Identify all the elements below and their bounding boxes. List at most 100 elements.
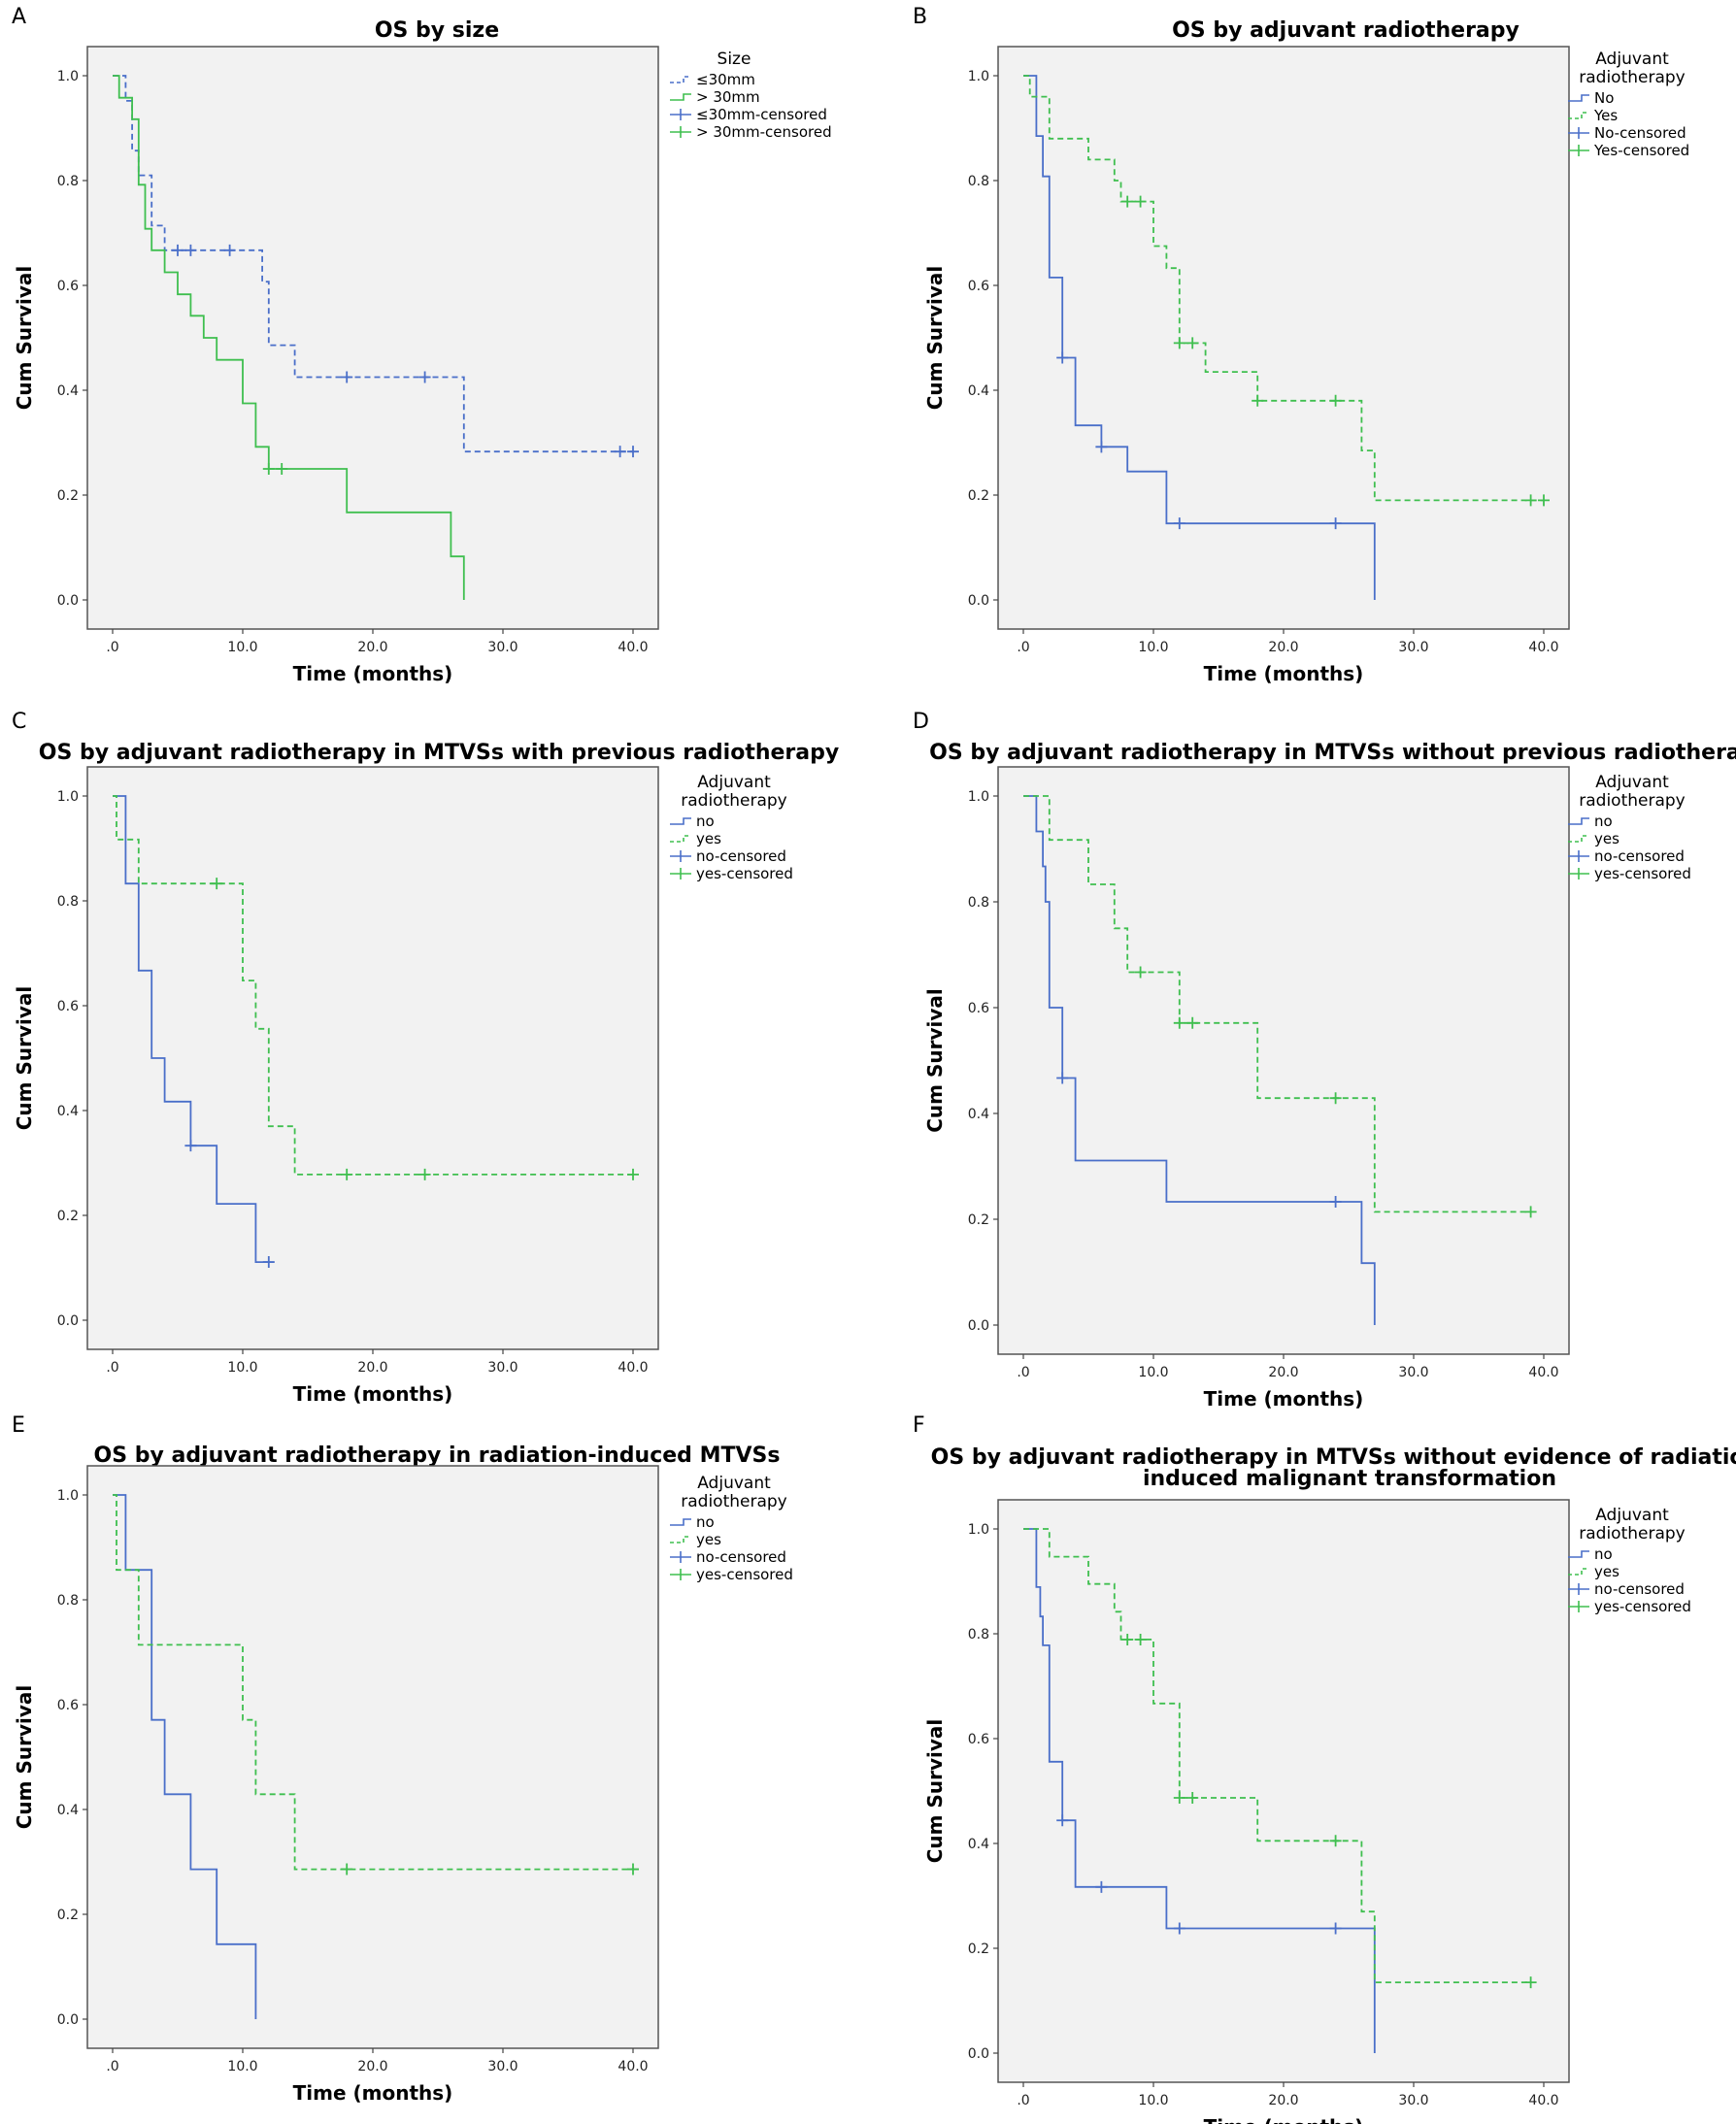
panel-c-legend-title: Adjuvant	[697, 773, 771, 792]
panel-f-title: induced malignant transformation	[1143, 1467, 1556, 1491]
panel-b-legend-swatch	[1568, 112, 1589, 119]
panel-b-censor-mark	[1329, 517, 1342, 530]
panel-a-censor-mark	[627, 446, 639, 458]
panel-f-title: OS by adjuvant radiotherapy in MTVSs wit…	[931, 1445, 1736, 1470]
panel-b-censor-mark	[1121, 195, 1134, 208]
panel-c-ytick-label: 0.0	[57, 1313, 79, 1329]
panel-b-censor-mark	[1524, 494, 1537, 507]
panel-f-legend-label: yes-censored	[1594, 1598, 1691, 1615]
panel-a-series-30mm-line	[113, 75, 465, 600]
panel-f-legend-label: no	[1594, 1545, 1613, 1563]
panel-b-censor-mark	[1186, 337, 1199, 349]
panel-d-ytick-label: 0.2	[968, 1212, 989, 1228]
panel-a-censor-mark	[614, 446, 626, 458]
panel-e-legend-title: radiotherapy	[681, 1492, 786, 1511]
panel-c-xtick-label: 10.0	[227, 1360, 257, 1376]
panel-e-plot-area	[86, 1465, 659, 2049]
panel-e-legend-swatch	[670, 1518, 691, 1526]
panel-f-xtick-label: 20.0	[1268, 2093, 1298, 2108]
panel-a-legend-title: Size	[718, 50, 751, 69]
panel-d-censor-mark	[1186, 1016, 1199, 1029]
panel-b-xtick-label: 40.0	[1528, 640, 1558, 655]
panel-b-ylabel: Cum Survival	[923, 266, 947, 411]
panel-c-ytick-label: 0.6	[57, 999, 79, 1014]
panel-f-censor-mark	[1095, 1880, 1108, 1893]
panel-d-ytick-label: 1.0	[968, 789, 989, 805]
panel-d-ytick-label: 0.4	[968, 1107, 989, 1122]
panel-a-xtick-label: 40.0	[618, 640, 648, 655]
panel-b-censor-mark	[1173, 517, 1185, 530]
panel-b-title: OS by adjuvant radiotherapy	[1172, 18, 1519, 43]
panel-c-legend-swatch	[670, 835, 691, 843]
panel-f-legend-censor-swatch	[1568, 1583, 1589, 1595]
panel-b-legend-label: Yes-censored	[1593, 142, 1689, 159]
panel-e-legend-censor-swatch	[670, 1569, 691, 1580]
panel-d-legend-label: yes	[1594, 830, 1619, 847]
panel-e-censor-mark	[627, 1863, 639, 1875]
panel-d-plot-area	[997, 766, 1570, 1355]
panel-a-legend-swatch	[670, 93, 691, 101]
panel-d-title: OS by adjuvant radiotherapy in MTVSs wit…	[929, 741, 1736, 765]
panel-f: FOS by adjuvant radiotherapy in MTVSs wi…	[913, 1413, 1736, 2124]
panel-c-ytick-label: 0.8	[57, 894, 79, 910]
panel-c-title: OS by adjuvant radiotherapy in MTVSs wit…	[39, 741, 839, 765]
panel-d-censor-mark	[1134, 966, 1147, 979]
panel-e-xtick-label: 40.0	[618, 2059, 648, 2074]
panel-a-xtick-label: 10.0	[227, 640, 257, 655]
panel-f-plot-area	[997, 1499, 1570, 2083]
panel-b-censor-mark	[1134, 195, 1147, 208]
panel-d-legend-censor-swatch	[1568, 850, 1589, 862]
panel-e-xtick-label: 30.0	[487, 2059, 517, 2074]
panel-d-ytick-label: 0.8	[968, 895, 989, 911]
panel-f-series-no-line	[1023, 1528, 1376, 2053]
panel-f-legend-swatch	[1568, 1550, 1589, 1558]
panel-a: A OS by size 0.0 0.2 0.4 0.6 0.8 1.0 .0 10.0 20.0 3…	[12, 5, 832, 685]
panel-b: B OS by adjuvant radiotherapy 0.0 0.2 0.4 0.6…	[913, 5, 1689, 685]
panel-b-legend-label: No	[1594, 89, 1614, 107]
panel-e-xtick-label: .0	[106, 2059, 118, 2074]
panel-c-censor-mark	[627, 1168, 639, 1180]
panel-b-censor-mark	[1173, 337, 1185, 349]
panel-d-censor-mark	[1329, 1196, 1342, 1209]
panel-a-censor-mark	[418, 371, 431, 383]
panel-e-legend-label: yes	[696, 1531, 721, 1548]
panel-d-xtick-label: 20.0	[1268, 1365, 1298, 1380]
panel-d-legend-swatch	[1568, 835, 1589, 843]
panel-a-censor-mark	[276, 463, 288, 475]
panel-a-plot-area	[86, 46, 659, 630]
panel-a-legend: Size ≤30mm> 30mm≤30mm-censored> 30mm-cens…	[670, 50, 832, 141]
panel-c-legend-swatch	[670, 817, 691, 825]
panel-a-xlabel: Time (months)	[293, 662, 453, 685]
panel-b-xtick-label: 10.0	[1138, 640, 1168, 655]
panel-c-censor-mark	[418, 1168, 431, 1180]
panel-c-legend-label: yes-censored	[696, 865, 793, 882]
panel-b-letter: B	[913, 5, 927, 29]
panel-f-legend-label: yes	[1594, 1563, 1619, 1580]
panel-a-title: OS by size	[375, 18, 499, 43]
panel-a-ytick-label: 0.4	[57, 383, 79, 399]
panel-b-censor-mark	[1056, 351, 1069, 364]
panel-d: DOS by adjuvant radiotherapy in MTVSs wi…	[913, 710, 1736, 1410]
panel-e-ytick-label: 0.8	[57, 1593, 79, 1609]
panel-f-xtick-label: 40.0	[1528, 2093, 1558, 2108]
panel-c-plot-area	[86, 766, 659, 1350]
panel-a-censor-mark	[341, 371, 353, 383]
panel-f-ytick-label: 0.2	[968, 1941, 989, 1957]
panel-a-legend-censor-swatch	[670, 126, 691, 138]
panel-f-censor-mark	[1329, 1835, 1342, 1847]
panel-c-censor-mark	[184, 1140, 197, 1152]
panel-c-legend-censor-swatch	[670, 850, 691, 862]
panel-c-censor-mark	[341, 1168, 353, 1180]
panel-b-legend-swatch	[1568, 94, 1589, 102]
panel-c-legend-censor-swatch	[670, 868, 691, 879]
panel-c-xlabel: Time (months)	[293, 1382, 453, 1406]
panel-b-xlabel: Time (months)	[1204, 662, 1364, 685]
panel-a-legend-label: ≤30mm	[696, 71, 755, 88]
panel-a-ylabel: Cum Survival	[13, 266, 36, 411]
panel-f-censor-mark	[1173, 1922, 1185, 1935]
panel-f-ytick-label: 0.8	[968, 1627, 989, 1643]
